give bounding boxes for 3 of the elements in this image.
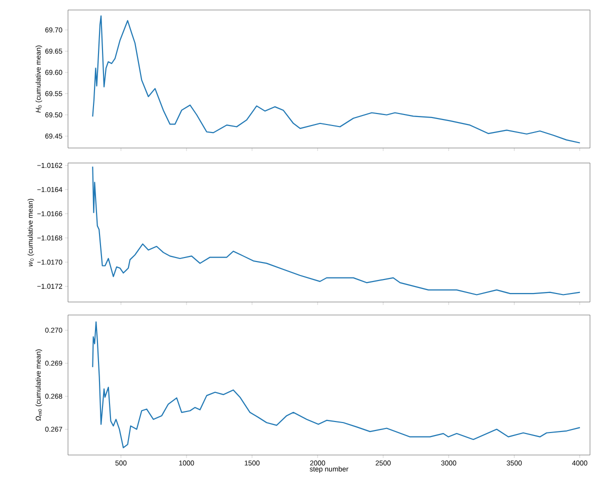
line-series [92, 15, 580, 144]
line-series [92, 321, 580, 448]
line-series [92, 166, 580, 296]
